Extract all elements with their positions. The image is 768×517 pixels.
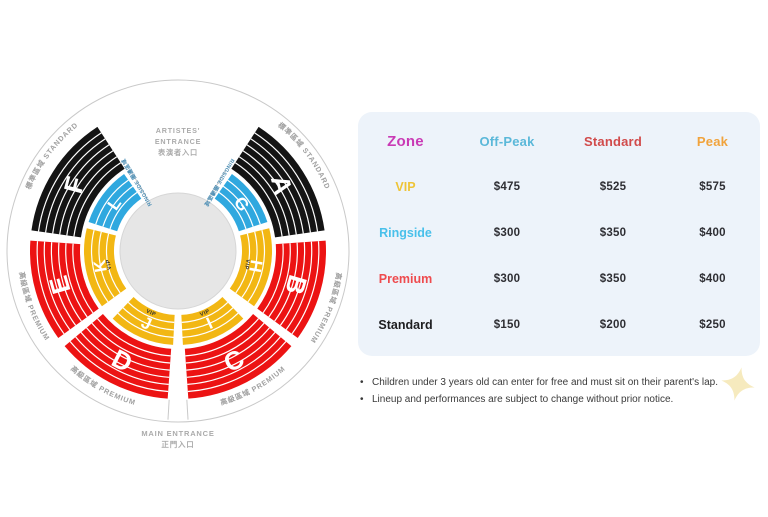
price-cell: $250 (699, 319, 726, 331)
section-letter-K: K (90, 258, 111, 274)
vip-label: VIP (145, 308, 157, 318)
aisle-line (167, 399, 170, 420)
arena-outline (6, 79, 350, 423)
price-cell: $575 (699, 181, 726, 193)
artistes-entrance-label: ENTRANCE (155, 137, 201, 146)
aisle-line (207, 169, 227, 201)
price-cell: $300 (493, 273, 521, 285)
price-cell: $475 (493, 181, 521, 193)
zone-label-premium: Premium (378, 272, 433, 286)
price-cell: $300 (493, 227, 521, 239)
pricing-header-peak: Peak (696, 133, 729, 149)
pricing-header-zone: Zone (387, 132, 424, 150)
vip-label: VIP (199, 308, 211, 318)
vip-label: VIP (105, 259, 113, 270)
price-cell: $350 (599, 273, 627, 285)
price-cell: $200 (599, 319, 627, 331)
vip-label: VIP (243, 259, 251, 270)
aisle-line (186, 399, 189, 420)
pricing-header-standard: Standard (584, 133, 642, 149)
bullet-icon: • (360, 377, 364, 388)
section-I: I (181, 297, 244, 345)
sparkle-icon (721, 367, 755, 401)
price-cell: $525 (599, 181, 627, 193)
section-B: B (257, 240, 326, 338)
aisle-line (129, 169, 149, 201)
section-C: C (184, 313, 292, 399)
stage-circle (119, 192, 237, 310)
artistes-entrance-label: ARTISTES' (156, 126, 200, 135)
main-entrance-label: MAIN ENTRANCE (141, 429, 214, 438)
note-text: Children under 3 years old can enter for… (372, 377, 718, 388)
pricing-header-off-peak: Off-Peak (479, 133, 535, 149)
section-D: D (64, 313, 172, 399)
zone-label-vip: VIP (395, 180, 416, 194)
section-A: A (231, 126, 325, 238)
section-letter-H: H (245, 258, 266, 273)
pricing-table: Zone Off-Peak Standard Peak VIP $475 $525 $575 R… (358, 112, 760, 356)
section-F: F (31, 126, 125, 238)
price-cell: $400 (699, 227, 726, 239)
artistes-entrance-label: 表演者入口 (157, 148, 198, 157)
section-E: E (30, 240, 99, 338)
zone-label-standard: Standard (378, 318, 433, 332)
price-cell: $350 (599, 227, 627, 239)
section-J: J (112, 297, 175, 345)
notes-list: • Children under 3 years old can enter fo… (360, 374, 740, 408)
seating-map: 標準區域 STANDARD 標準區域 STANDARD 高級區域 PREMIUM 高級… (0, 0, 360, 512)
section-H: H (229, 228, 272, 307)
section-G: G (214, 173, 268, 232)
zone-label-ringside: Ringside (379, 226, 432, 240)
section-letter-F: F (58, 173, 91, 196)
section-L: L (88, 173, 142, 232)
price-cell: $150 (493, 319, 521, 331)
price-cell: $400 (699, 273, 726, 285)
note-item: • Children under 3 years old can enter fo… (360, 374, 740, 391)
note-item: • Lineup and performances are subject to … (360, 391, 740, 408)
note-text: Lineup and performances are subject to c… (372, 394, 674, 405)
bullet-icon: • (360, 394, 364, 405)
main-entrance-label: 正門入口 (161, 440, 194, 449)
section-K: K (83, 228, 127, 307)
